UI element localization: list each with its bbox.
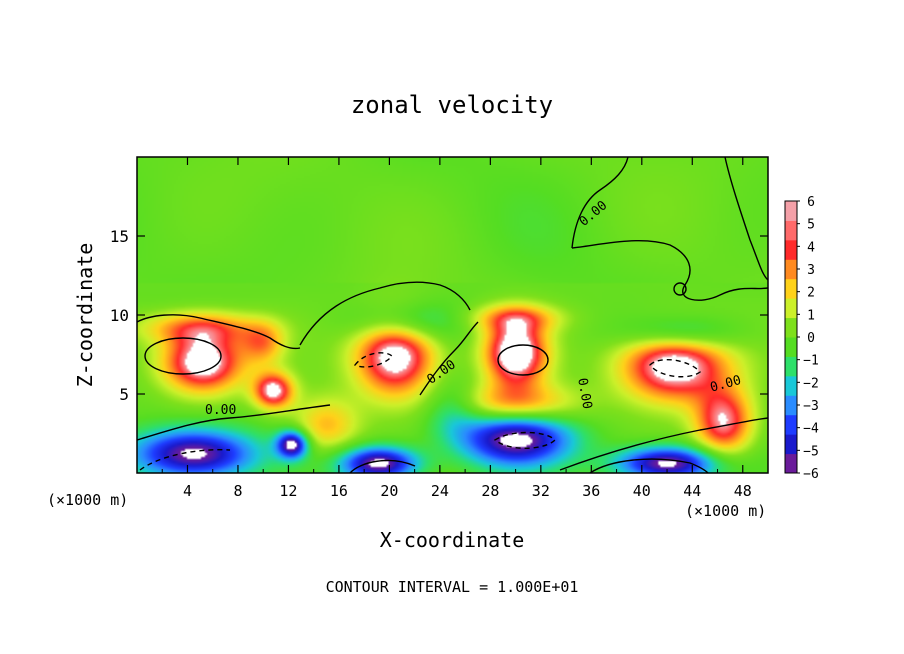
colorbar-swatch: [785, 434, 797, 455]
x-axis: 4 8 12 16 20 24 28 32 36 40 44 48: [161, 157, 752, 500]
x-tick-label: 4: [183, 482, 192, 500]
colorbar-swatch: [785, 395, 797, 416]
x-tick-label: 8: [233, 482, 242, 500]
contour-negative-loop-4: [139, 448, 231, 471]
contour-zero-top-right: [724, 157, 768, 281]
y-tick-label: 5: [119, 385, 129, 404]
x-tick-label: 16: [330, 482, 348, 500]
x-axis-label: X-coordinate: [380, 528, 525, 552]
contour-label: 0.00: [574, 377, 594, 410]
contour-negative-loop-6: [349, 459, 416, 473]
colorbar-swatch: [785, 337, 797, 357]
contour-zero-mid: [299, 281, 471, 346]
x-unit-label-left: (×1000 m): [47, 491, 128, 509]
contour-positive-loop-1: [144, 337, 222, 375]
y-axis-label: Z-coordinate: [73, 243, 97, 388]
x-unit-label-right: (×1000 m): [685, 502, 766, 520]
contour-negative-loop-1: [353, 352, 393, 368]
contour-zero-left: [137, 314, 301, 350]
x-tick-label: 24: [431, 482, 449, 500]
contour-small-loop: [673, 282, 687, 296]
contour-zero-lower: [137, 404, 331, 441]
contour-lines: [137, 157, 768, 473]
colorbar-tick-label: −2: [803, 376, 819, 391]
x-tick-label: 12: [279, 482, 297, 500]
colorbar-swatch: [785, 278, 797, 299]
contour-zero-ridge: [419, 321, 479, 396]
contour-interval-footer: CONTOUR INTERVAL = 1.000E+01: [326, 578, 579, 596]
colorbar-tick-label: 6: [807, 195, 815, 210]
y-tick-label: 15: [110, 227, 129, 246]
colorbar-tick-label: −3: [803, 399, 819, 414]
chart-title: zonal velocity: [351, 91, 553, 119]
colorbar-tick-label: −4: [803, 422, 819, 437]
x-tick-label: 44: [683, 482, 701, 500]
contour-zero-bottom-right: [559, 417, 768, 471]
colorbar-tick-label: 4: [807, 240, 815, 255]
x-tick-label: 28: [481, 482, 499, 500]
contour-negative-loop-5: [589, 458, 709, 473]
x-tick-label: 48: [734, 482, 752, 500]
x-tick-label: 40: [633, 482, 651, 500]
colorbar-tick-label: −5: [803, 444, 819, 459]
contour-negative-loop-3: [649, 358, 701, 378]
contour-positive-loop-2: [497, 344, 549, 376]
contour-negative-loop-2: [493, 431, 556, 449]
colorbar-swatch: [785, 201, 797, 221]
colorbar-swatch: [785, 453, 797, 474]
colorbar-swatch: [785, 298, 797, 319]
colorbar-tick-label: 3: [807, 263, 815, 278]
y-tick-label: 10: [110, 306, 129, 325]
colorbar-swatch: [785, 220, 797, 241]
x-tick-label: 36: [582, 482, 600, 500]
colorbar-tick-label: 1: [807, 308, 815, 323]
colorbar: 6 5 4 3 2 1 0 −1 −2 −3 −4 −5 −6: [784, 195, 819, 482]
colorbar-tick-label: 5: [807, 218, 815, 233]
contour-label: 0.00: [205, 403, 236, 418]
colorbar-tick-label: 2: [807, 286, 815, 301]
colorbar-swatch: [785, 239, 797, 260]
x-tick-label: 20: [380, 482, 398, 500]
x-tick-label: 32: [532, 482, 550, 500]
colorbar-swatch: [785, 259, 797, 280]
colorbar-tick-label: 0: [807, 331, 815, 346]
colorbar-tick-label: −6: [803, 467, 819, 482]
colorbar-swatch: [785, 356, 797, 377]
contour-zero-upper-right: [571, 157, 629, 249]
colorbar-swatch: [785, 414, 797, 435]
colorbar-swatch: [785, 375, 797, 396]
colorbar-swatch: [785, 317, 797, 338]
colorbar-tick-label: −1: [803, 354, 819, 369]
velocity-field: [137, 157, 768, 473]
y-axis: 5 10 15: [110, 227, 768, 404]
